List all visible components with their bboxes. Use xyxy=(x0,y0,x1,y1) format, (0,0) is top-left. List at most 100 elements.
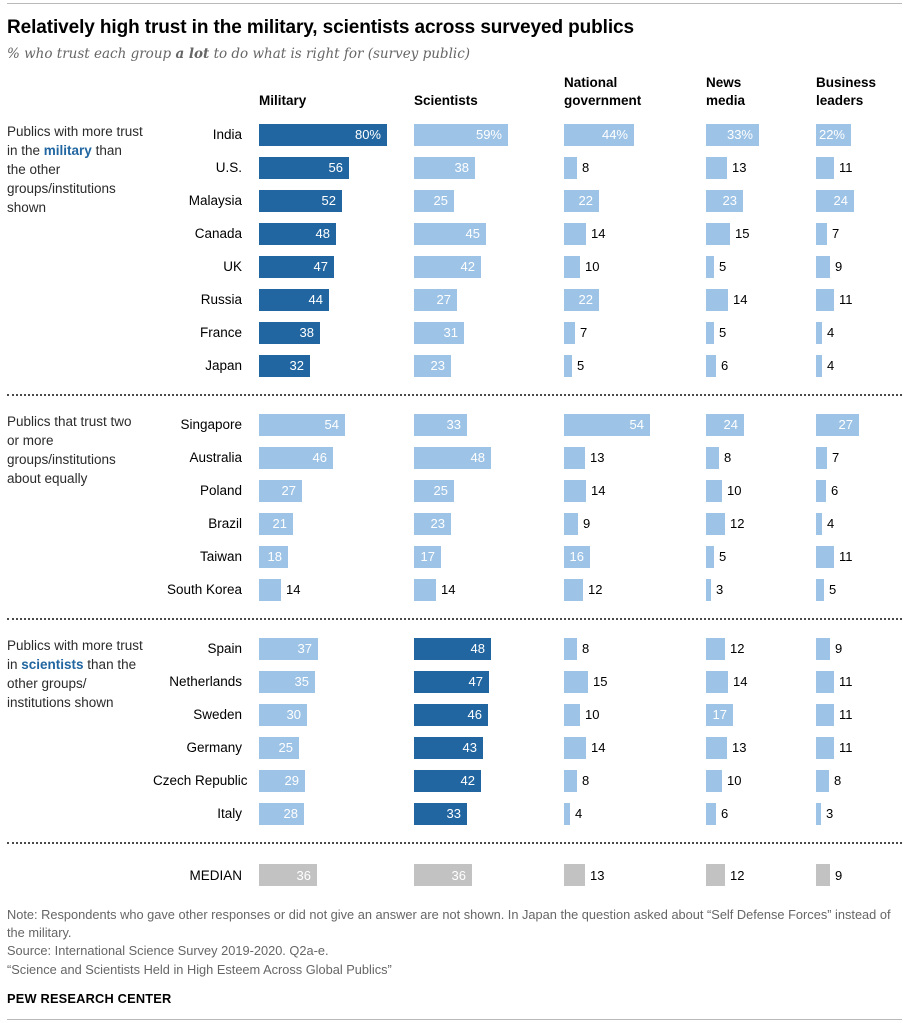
bar xyxy=(816,255,830,278)
bar-value: 9 xyxy=(835,867,843,883)
bar-cell: 4 xyxy=(810,321,902,344)
bar-cell: 54 xyxy=(558,413,700,436)
bar-cell: 47 xyxy=(253,255,408,278)
bar-cell: 42 xyxy=(408,769,558,792)
bar-cell: 4 xyxy=(810,354,902,377)
bar xyxy=(706,156,727,179)
bar-cell: 7 xyxy=(558,321,700,344)
bar-value: 23 xyxy=(430,516,445,532)
bar xyxy=(564,255,580,278)
country-row: Japan 32 23 5 6 4 xyxy=(153,349,902,382)
country-label: France xyxy=(199,325,242,341)
bar-cell: 38 xyxy=(408,156,558,179)
bar-value: 13 xyxy=(590,450,605,466)
bar-cell: 27 xyxy=(253,479,408,502)
group-label-highlight: military xyxy=(43,142,92,158)
bar-cell: 27 xyxy=(408,288,558,311)
group-label xyxy=(7,856,153,894)
bar-cell: 14 xyxy=(558,479,700,502)
bar: 38 xyxy=(414,156,475,179)
bar-value: 17 xyxy=(420,549,435,565)
bar: 25 xyxy=(414,479,454,502)
country-label: Malaysia xyxy=(188,193,242,209)
group-label-highlight: scientists xyxy=(21,656,84,672)
bar xyxy=(706,637,725,660)
bar: 21 xyxy=(259,512,293,535)
bar-cell: 14 xyxy=(558,222,700,245)
bar-cell: 14 xyxy=(253,578,408,601)
bar-cell: 46 xyxy=(253,446,408,469)
bar-value: 12 xyxy=(730,867,745,883)
bar xyxy=(564,703,580,726)
bar xyxy=(564,156,577,179)
bar-value: 48 xyxy=(470,641,485,657)
bar-cell: 5 xyxy=(810,578,902,601)
row-group: Publics with more trust in scientists th… xyxy=(7,632,902,830)
bar xyxy=(706,545,714,568)
bar: 37 xyxy=(259,637,318,660)
bar xyxy=(706,222,730,245)
bar: 24 xyxy=(816,189,854,212)
bar xyxy=(816,222,827,245)
bar: 27 xyxy=(816,413,859,436)
bar xyxy=(816,864,830,887)
bar-cell: 17 xyxy=(408,545,558,568)
bar-value: 11 xyxy=(839,707,853,723)
country-row: India 80% 59% 44% 33% 22% xyxy=(153,118,902,151)
bar: 32 xyxy=(259,354,310,377)
bar: 52 xyxy=(259,189,342,212)
country-row: Australia 46 48 13 8 7 xyxy=(153,441,902,474)
bar-value: 59% xyxy=(475,127,502,143)
bar-value: 45 xyxy=(465,226,480,242)
bar-cell: 12 xyxy=(700,512,810,535)
bar-value: 54 xyxy=(324,417,339,433)
bar xyxy=(564,446,585,469)
country-label: Taiwan xyxy=(199,549,242,565)
bar-value: 22% xyxy=(818,127,845,143)
bar: 47 xyxy=(259,255,334,278)
country-label: Italy xyxy=(217,806,242,822)
bar-cell: 8 xyxy=(558,769,700,792)
median-label: MEDIAN xyxy=(189,867,242,883)
bar xyxy=(564,864,585,887)
bar-value: 17 xyxy=(712,707,727,723)
country-row: France 38 31 7 5 4 xyxy=(153,316,902,349)
bar-cell: 8 xyxy=(558,637,700,660)
bar-cell: 48 xyxy=(408,446,558,469)
bar xyxy=(816,545,834,568)
bar: 24 xyxy=(706,413,744,436)
bar-cell: 11 xyxy=(810,288,902,311)
bar-cell: 25 xyxy=(253,736,408,759)
bar-value: 56 xyxy=(328,160,343,176)
bar-cell: 42 xyxy=(408,255,558,278)
bar: 22% xyxy=(816,123,851,146)
bar: 29 xyxy=(259,769,305,792)
bar-cell: 14 xyxy=(700,288,810,311)
bar-value: 21 xyxy=(272,516,287,532)
bar-cell: 9 xyxy=(810,637,902,660)
bar-value: 4 xyxy=(827,325,835,341)
bar xyxy=(564,354,572,377)
bar-value: 15 xyxy=(735,226,750,242)
bar xyxy=(706,864,725,887)
bar-cell: 10 xyxy=(558,703,700,726)
bar: 33% xyxy=(706,123,759,146)
bar-value: 16 xyxy=(569,549,584,565)
group-rows: MEDIAN 36 36 13 12 9 xyxy=(153,856,902,894)
top-rule xyxy=(7,3,902,4)
bar xyxy=(816,479,826,502)
bar-value: 48 xyxy=(315,226,330,242)
bar-cell: 11 xyxy=(810,736,902,759)
bar-value: 36 xyxy=(451,867,466,883)
bar-value: 24 xyxy=(723,417,738,433)
bar-value: 46 xyxy=(467,707,482,723)
bar-cell: 4 xyxy=(810,512,902,535)
group-separator xyxy=(7,842,902,845)
bar-value: 3 xyxy=(826,806,834,822)
bar-cell: 59% xyxy=(408,123,558,146)
bar: 54 xyxy=(564,413,650,436)
bar-cell: 22% xyxy=(810,123,902,146)
bar-cell: 5 xyxy=(700,255,810,278)
column-header-national-government: National government xyxy=(564,75,642,108)
bar-value: 7 xyxy=(832,450,840,466)
